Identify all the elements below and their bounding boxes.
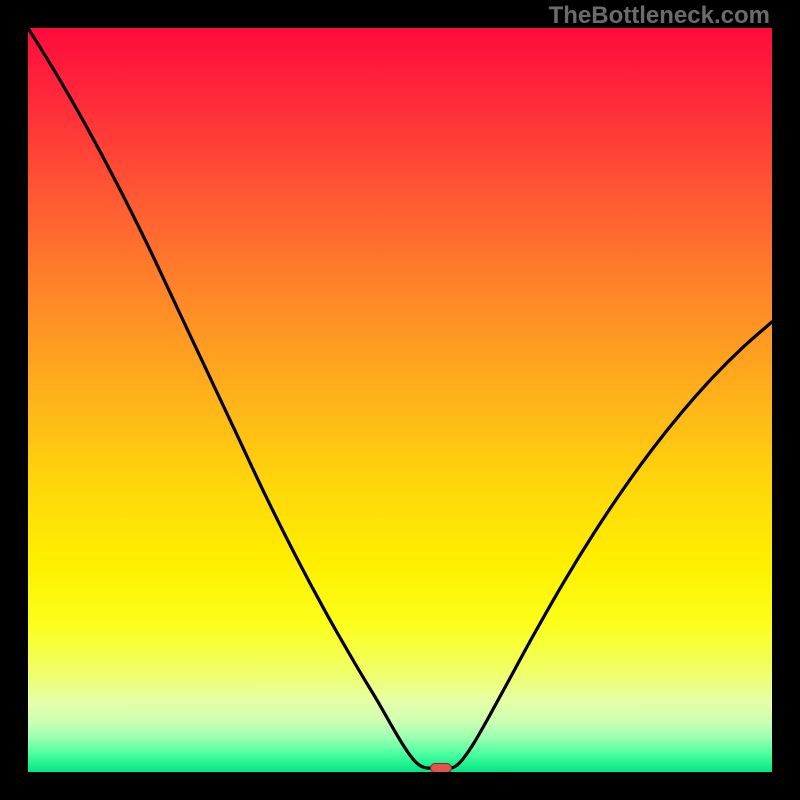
minimum-marker — [430, 763, 452, 772]
curve-svg — [28, 28, 772, 772]
bottleneck-curve — [28, 28, 772, 768]
chart-frame: TheBottleneck.com — [0, 0, 800, 800]
plot-border — [28, 28, 772, 772]
watermark-text: TheBottleneck.com — [549, 2, 770, 30]
plot-area — [28, 28, 772, 772]
